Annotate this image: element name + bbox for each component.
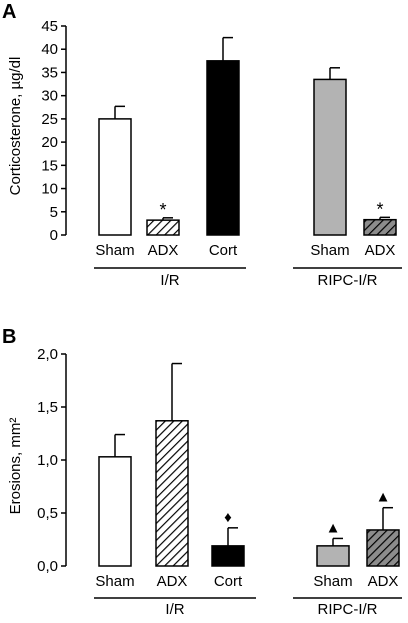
panel-a-bar	[313, 78, 347, 236]
panel-b-y-tick-label: 2,0	[37, 346, 58, 363]
panel-b-bar	[366, 529, 400, 567]
panel-b-significance-marker: ▲	[326, 519, 341, 536]
panel-a-category-label: Sham	[95, 242, 134, 259]
panel-b-y-tick-label: 1,5	[37, 399, 58, 416]
panel-b-category-label: ADX	[157, 573, 188, 590]
panel-b-category-label: Sham	[95, 573, 134, 590]
panel-a-category-label: Sham	[310, 242, 349, 259]
panel-a-significance-marker: *	[376, 199, 383, 219]
panel-a-y-tick-label: 25	[41, 111, 58, 128]
panel-a-y-tick-label: 20	[41, 134, 58, 151]
panel-b-category-label: ADX	[368, 573, 399, 590]
panel-a-group-label: RIPC-I/R	[318, 272, 378, 289]
panel-b-y-tick-label: 1,0	[37, 452, 58, 469]
panel-a-category-label: ADX	[365, 242, 396, 259]
panel-b-letter: B	[2, 326, 16, 348]
panel-a-letter: A	[2, 1, 16, 23]
panel-a-bar	[98, 118, 132, 236]
panel-a-y-tick-label: 35	[41, 64, 58, 81]
panel-a-bar	[363, 218, 397, 236]
panel-b-bar	[155, 420, 189, 567]
panel-b-bar	[98, 456, 132, 567]
panel-b-bar	[316, 545, 350, 567]
panel-a-plot: 0 5 10 15 20 25 30 35 40 45 Sham * ADX Cort Sham * ADX I/…	[41, 18, 402, 289]
panel-a-y-tick-label: 0	[50, 227, 58, 244]
panel-b-group-label: I/R	[165, 601, 184, 618]
panel-a-y-tick-label: 15	[41, 157, 58, 174]
panel-b-category-label: Sham	[313, 573, 352, 590]
panel-a-y-tick-label: 30	[41, 88, 58, 105]
panel-a-y-tick-label: 40	[41, 41, 58, 58]
panel-b-y-tick-label: 0,5	[37, 505, 58, 522]
panel-a-bar	[146, 219, 180, 236]
panel-a-y-tick-label: 45	[41, 18, 58, 35]
panel-b-bar	[211, 545, 245, 567]
panel-b: B Erosions, mm² 0,0 0,5 1,0 1,5 2,0 Sham ADX ♦ C…	[2, 326, 402, 618]
panel-a-bar	[206, 60, 240, 236]
panel-a-significance-marker: *	[159, 200, 166, 220]
panel-b-significance-marker: ♦	[224, 509, 232, 526]
panel-a: A Corticosterone, µg/dl 0 5 10 15 20 25 30 35 40…	[2, 1, 402, 289]
panel-a-category-label: ADX	[148, 242, 179, 259]
panel-a-y-axis-label: Corticosterone, µg/dl	[7, 57, 24, 196]
panel-b-category-label: Cort	[214, 573, 243, 590]
panel-b-plot: 0,0 0,5 1,0 1,5 2,0 Sham ADX ♦ Cort ▲ Sham ▲ ADX I/R R…	[37, 346, 402, 618]
panel-b-y-axis-label: Erosions, mm²	[7, 418, 24, 515]
panel-a-y-tick-label: 5	[50, 204, 58, 221]
panel-a-y-tick-label: 10	[41, 181, 58, 198]
panel-a-category-label: Cort	[209, 242, 238, 259]
panel-b-significance-marker: ▲	[376, 489, 391, 506]
panel-a-group-label: I/R	[160, 272, 179, 289]
panel-b-group-label: RIPC-I/R	[318, 601, 378, 618]
panel-b-y-tick-label: 0,0	[37, 558, 58, 575]
